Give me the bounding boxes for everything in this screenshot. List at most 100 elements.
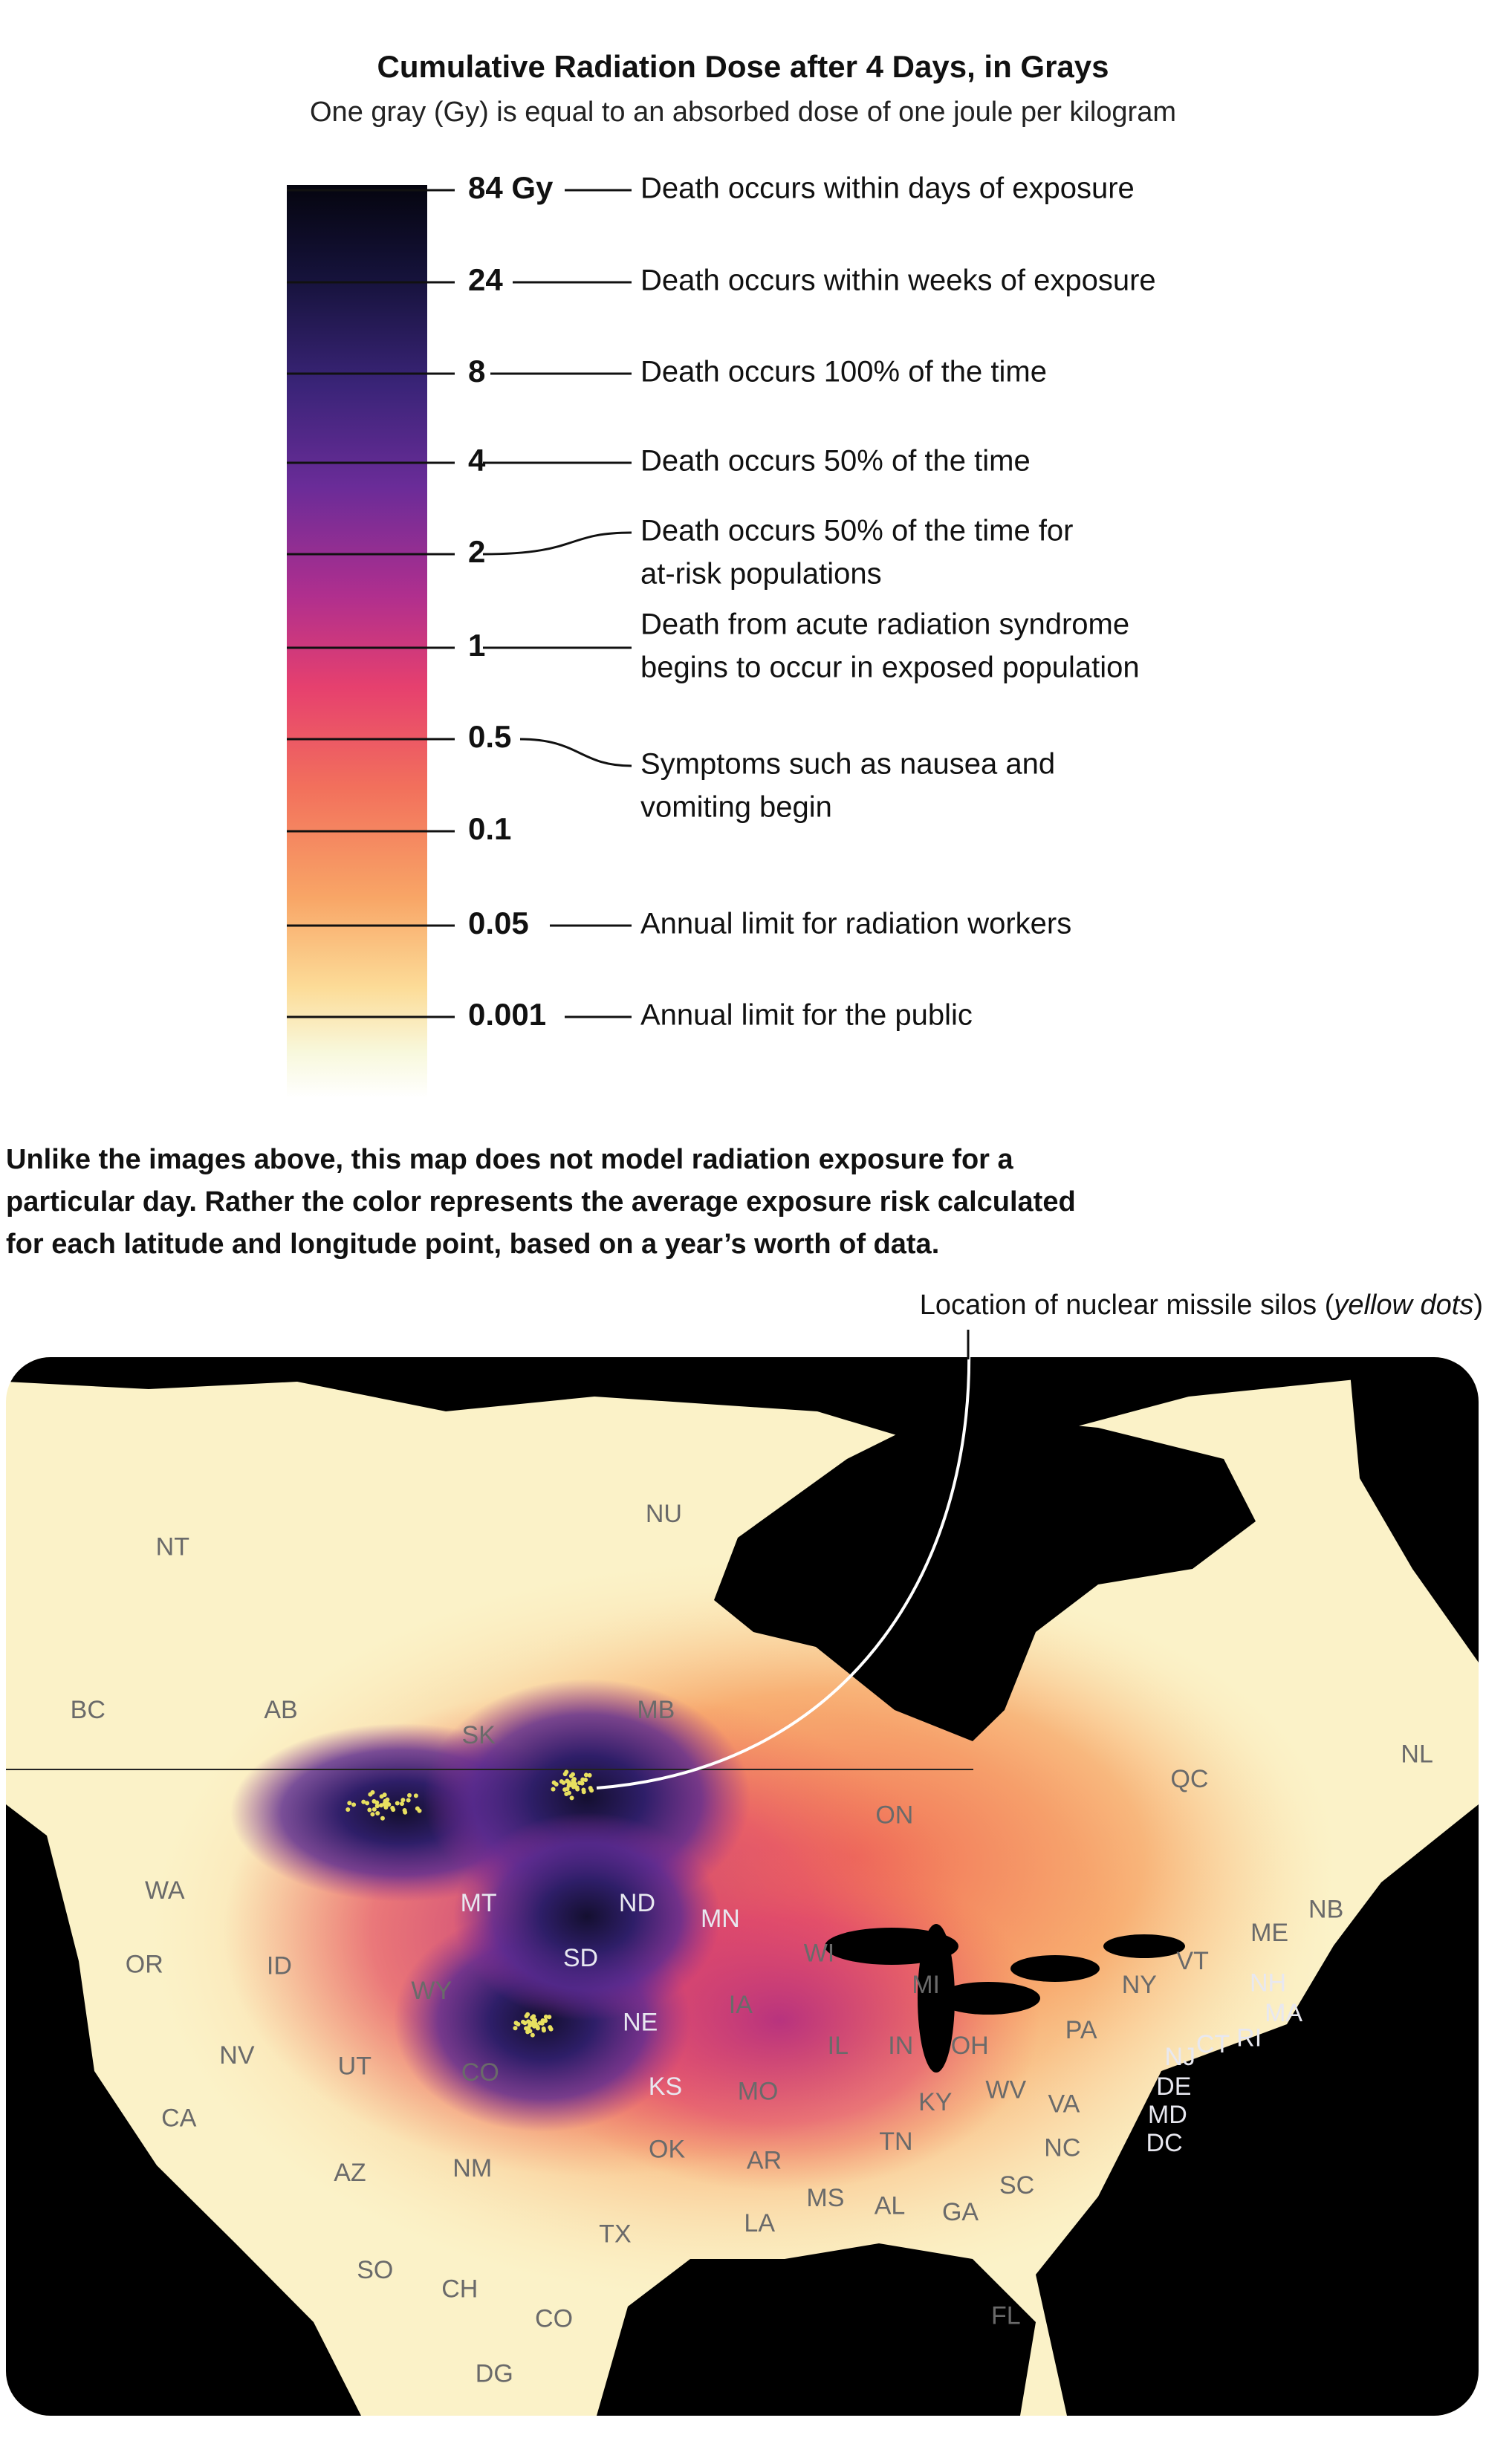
region-label: NM [452, 2154, 492, 2182]
legend-description: Annual limit for the public [640, 999, 973, 1032]
region-label: OK [649, 2136, 685, 2164]
region-label: FL [991, 2301, 1021, 2330]
silo-dot [513, 2026, 518, 2031]
annotation-text: Location of nuclear missile silos ( [920, 1290, 1334, 1321]
region-label: MB [637, 1696, 675, 1724]
silo-dot [532, 2021, 537, 2026]
silo-dot [531, 2014, 536, 2019]
annotation-text: ) [1473, 1290, 1483, 1321]
silo-dot [535, 2026, 540, 2031]
silo-dot [532, 2023, 537, 2029]
region-label: UT [338, 2052, 372, 2081]
silo-dot [551, 1787, 556, 1792]
silo-dot [575, 1787, 580, 1792]
region-label: NU [646, 1500, 682, 1528]
region-label: MS [806, 2184, 844, 2212]
tick-label: 24 [468, 262, 503, 297]
legend-description: Symptoms such as nausea and [640, 748, 1055, 781]
silo-dot [548, 2026, 554, 2032]
silo-dot [571, 1777, 577, 1782]
legend-description: Death occurs 50% of the time for [640, 515, 1074, 547]
heat [453, 1813, 721, 2021]
silo-dot [351, 1802, 357, 1807]
region-label: OR [126, 1950, 163, 1978]
region-label: DC [1146, 2129, 1183, 2157]
silo-dot [345, 1807, 351, 1813]
silo-dot [559, 1779, 564, 1784]
region-label: BC [71, 1696, 106, 1724]
silo-dot [580, 1781, 585, 1786]
silo-dot [569, 1795, 574, 1801]
region-label: MT [461, 1889, 497, 1917]
silo-dot [524, 2026, 529, 2031]
region-label: CO [461, 2058, 499, 2087]
silo-dot [543, 2014, 548, 2019]
silo-dot [564, 1769, 569, 1775]
silo-dot [562, 1787, 568, 1792]
region-label: SK [461, 1721, 496, 1749]
silo-dot [372, 1807, 377, 1812]
note-line: Unlike the images above, this map does n… [6, 1144, 1014, 1175]
region-label: IA [729, 1991, 753, 2019]
silo-dot [581, 1790, 586, 1795]
region-label: TN [879, 2127, 912, 2156]
silo-dot [370, 1790, 375, 1795]
title: Cumulative Radiation Dose after 4 Days, … [377, 49, 1109, 84]
region-label: VA [1048, 2090, 1080, 2118]
region-label: SC [999, 2171, 1034, 2200]
silo-dot [587, 1772, 592, 1778]
tick-label: 2 [468, 534, 485, 569]
region-label: NY [1122, 1971, 1157, 1999]
region-label: NJ [1164, 2043, 1195, 2071]
region-label: MO [738, 2077, 779, 2105]
silo-dot [526, 2019, 531, 2024]
silo-dot [571, 1784, 576, 1790]
tick-label: 84 Gy [468, 170, 554, 205]
water [6, 1357, 1479, 2416]
region-label: WY [411, 1977, 452, 2005]
region-label: NH [1250, 1969, 1286, 1997]
annotation-pointer [596, 1325, 971, 1790]
region-label: DE [1156, 2073, 1191, 2101]
silo-dot [370, 1812, 375, 1817]
legend-description: Death occurs within weeks of exposure [640, 264, 1156, 297]
note-line: for each latitude and longitude point, b… [6, 1229, 939, 1260]
connector [519, 738, 632, 767]
map-labels: NT NU BC AB SK MB ON QC NL NB WA MT ND MN OR ID SD WI MI WY… [71, 1500, 1433, 2387]
region-label: AB [264, 1696, 297, 1724]
region-label: OH [951, 2032, 989, 2060]
silo-dot [583, 1772, 588, 1778]
region-label: NC [1044, 2133, 1080, 2162]
silo-dot [528, 2023, 533, 2028]
silo-dot [395, 1801, 400, 1806]
silo-dot [564, 1791, 569, 1796]
region-label: NT [156, 1533, 189, 1561]
region-label: MD [1148, 2101, 1187, 2129]
silo-dot [530, 2032, 535, 2038]
tick-label: 1 [468, 628, 485, 663]
region-label: ME [1250, 1919, 1288, 1947]
region-label: AR [747, 2146, 782, 2174]
region-label: TX [599, 2220, 631, 2249]
silo-dot [383, 1804, 389, 1810]
region-label: GA [942, 2198, 979, 2226]
region-label: VT [1176, 1947, 1208, 1975]
silo-dot [372, 1798, 377, 1804]
region-label: MN [701, 1905, 740, 1933]
silo-dot [375, 1811, 380, 1816]
region-label: SO [357, 2256, 393, 2284]
legend-description: Death occurs within days of exposure [640, 172, 1135, 205]
silo-dot [361, 1799, 366, 1804]
note: Unlike the images above, this map does n… [6, 1144, 1076, 1260]
region-label: CT [1196, 2030, 1230, 2058]
silo-dot [565, 1778, 570, 1784]
legend: 84 Gy Death occurs within days of exposur… [287, 170, 1156, 1032]
region-label: LA [744, 2209, 775, 2237]
region-label: ND [619, 1889, 655, 1917]
silo-dot [566, 1783, 571, 1788]
silo-dot [385, 1797, 390, 1802]
legend-description: vomiting begin [640, 791, 832, 824]
silo-dot [513, 2021, 519, 2026]
tick-label: 0.05 [468, 906, 529, 940]
